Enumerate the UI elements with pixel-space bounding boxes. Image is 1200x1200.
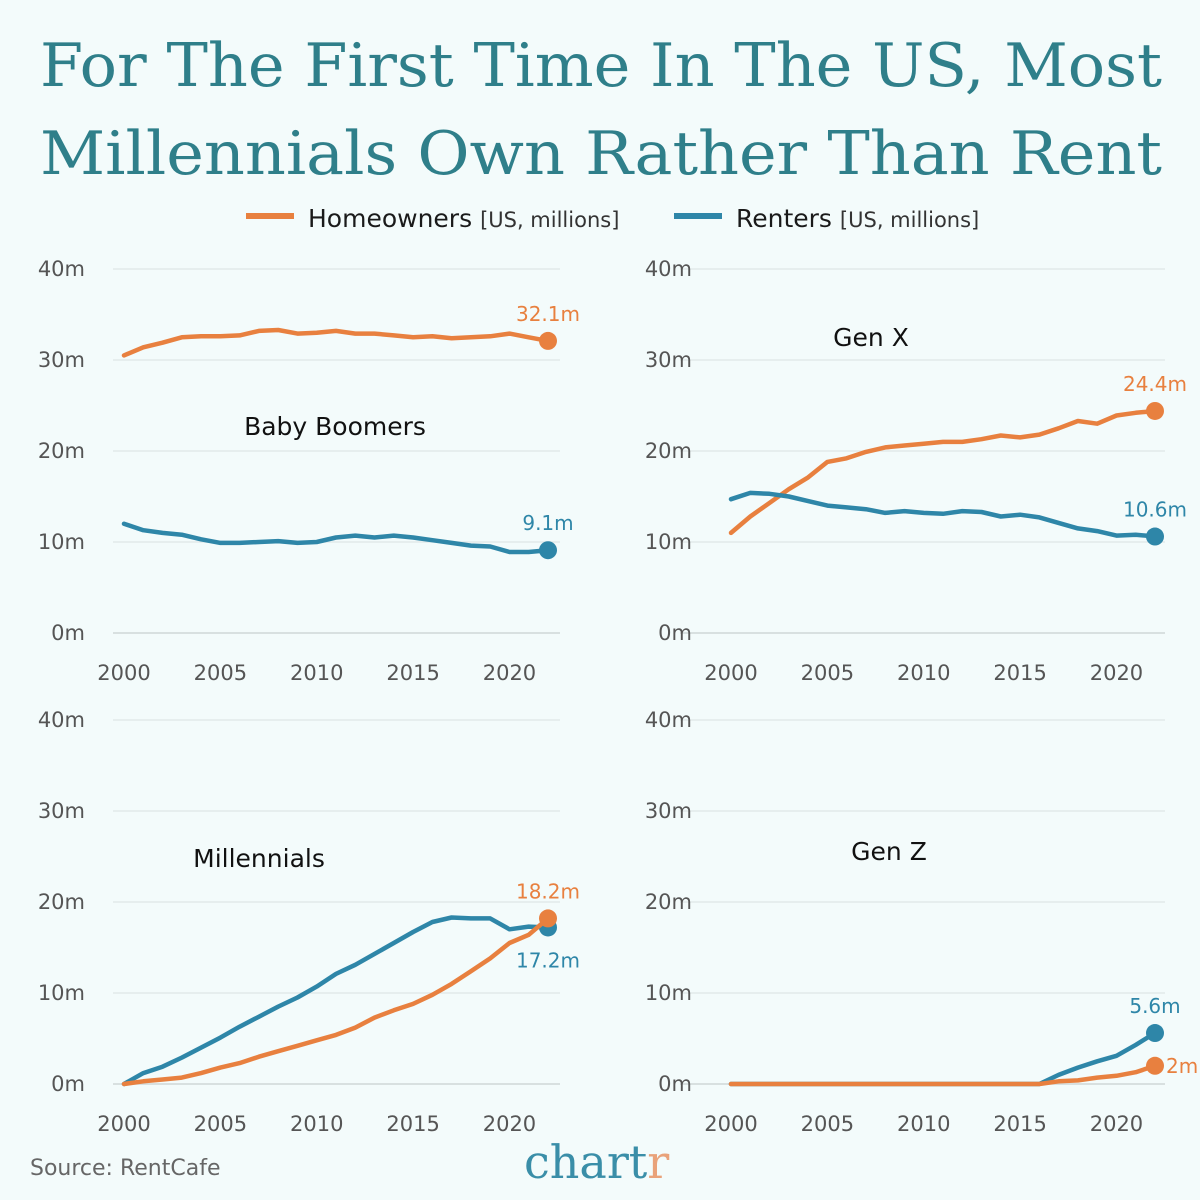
x-tick-label: 2010	[290, 1112, 343, 1136]
source-note: Source: RentCafe	[30, 1156, 221, 1181]
x-tick-label: 2015	[386, 1112, 439, 1136]
legend-unit-renters: [US, millions]	[840, 208, 979, 232]
series-line-homeowners	[121, 916, 551, 1087]
end-point-renters	[1146, 527, 1164, 546]
x-tick-label: 2005	[801, 661, 854, 685]
chartr-logo: chartr	[524, 1135, 669, 1189]
panel-title: Millennials	[193, 844, 325, 873]
y-tick-label: 20m	[645, 439, 692, 463]
y-tick-label: 40m	[38, 708, 85, 732]
y-tick-label: 10m	[38, 981, 85, 1005]
panel-millennials: 0m 10m 20m 30m 40m 2000 2005 2010 2015 2020 Millen…	[38, 708, 580, 1136]
end-point-renters	[1146, 1024, 1164, 1043]
y-tick-label: 0m	[51, 1072, 85, 1096]
x-tick-label: 2000	[97, 661, 150, 685]
end-value-label: 17.2m	[516, 948, 580, 972]
x-tick-label: 2010	[290, 661, 343, 685]
end-point-homeowners	[1146, 401, 1164, 420]
legend-label-renters: Renters	[736, 204, 832, 233]
chart-title-line-1: For The First Time In The US, Most	[40, 31, 1162, 101]
x-tick-label: 2010	[897, 661, 950, 685]
end-value-label: 24.4m	[1123, 372, 1187, 396]
end-point-renters	[539, 541, 557, 560]
legend-item-renters: Renters [US, millions]	[736, 204, 979, 233]
y-tick-label: 30m	[645, 348, 692, 372]
end-value-label: 5.6m	[1129, 994, 1180, 1018]
x-tick-label: 2015	[993, 1112, 1046, 1136]
y-tick-label: 20m	[38, 890, 85, 914]
x-tick-label: 2000	[704, 1112, 757, 1136]
end-value-label: 10.6m	[1123, 498, 1187, 522]
y-tick-label: 30m	[645, 799, 692, 823]
legend-label-homeowners: Homeowners	[308, 204, 472, 233]
legend-item-homeowners: Homeowners [US, millions]	[308, 204, 619, 233]
x-tick-label: 2020	[1090, 661, 1143, 685]
chart-title-line-2: Millennials Own Rather Than Rent	[40, 119, 1162, 189]
panel-title: Gen X	[833, 323, 909, 352]
y-tick-label: 10m	[645, 530, 692, 554]
x-tick-label: 2005	[194, 1112, 247, 1136]
x-tick-label: 2015	[993, 661, 1046, 685]
y-tick-label: 20m	[645, 890, 692, 914]
legend: Homeowners [US, millions] Renters [US, m…	[246, 204, 979, 233]
y-tick-label: 0m	[51, 621, 85, 645]
y-tick-label: 20m	[38, 439, 85, 463]
y-tick-label: 30m	[38, 348, 85, 372]
series-line-renters	[728, 490, 1158, 539]
panel-title: Gen Z	[851, 837, 927, 866]
y-tick-label: 10m	[38, 530, 85, 554]
x-tick-label: 2005	[194, 661, 247, 685]
panel-title: Baby Boomers	[244, 412, 426, 441]
end-value-label: 2m	[1166, 1054, 1198, 1078]
y-tick-label: 30m	[38, 799, 85, 823]
panel-baby-boomers: 0m 10m 20m 30m 40m 2000 2005 2010 2015 2020 Baby B…	[38, 257, 580, 685]
x-tick-label: 2020	[483, 1112, 536, 1136]
legend-unit-homeowners: [US, millions]	[480, 208, 619, 232]
series-line-renters	[121, 521, 551, 555]
y-tick-label: 10m	[645, 981, 692, 1005]
y-tick-label: 40m	[38, 257, 85, 281]
end-value-label: 32.1m	[516, 302, 580, 326]
x-tick-label: 2010	[897, 1112, 950, 1136]
x-tick-label: 2000	[97, 1112, 150, 1136]
end-point-homeowners	[1146, 1056, 1164, 1075]
end-point-homeowners	[539, 331, 557, 350]
series-line-homeowners	[728, 1063, 1158, 1087]
y-tick-label: 0m	[658, 621, 692, 645]
x-tick-label: 2005	[801, 1112, 854, 1136]
y-tick-label: 0m	[658, 1072, 692, 1096]
x-tick-label: 2015	[386, 661, 439, 685]
end-point-homeowners	[539, 909, 557, 928]
y-tick-label: 40m	[645, 708, 692, 732]
end-value-label: 18.2m	[516, 879, 580, 903]
y-tick-label: 40m	[645, 257, 692, 281]
x-tick-label: 2020	[1090, 1112, 1143, 1136]
series-line-homeowners	[121, 327, 551, 358]
panel-gen-z: 0m 10m 20m 30m 40m 2000 2005 2010 2015 2020 Gen Z 5…	[645, 708, 1198, 1136]
series-line-renters	[121, 915, 551, 1087]
panel-gen-x: 0m 10m 20m 30m 40m 2000 2005 2010 2015 2020 Gen X 2…	[645, 257, 1187, 685]
x-tick-label: 2000	[704, 661, 757, 685]
x-tick-label: 2020	[483, 661, 536, 685]
end-value-label: 9.1m	[522, 511, 573, 535]
series-line-homeowners	[728, 408, 1158, 536]
